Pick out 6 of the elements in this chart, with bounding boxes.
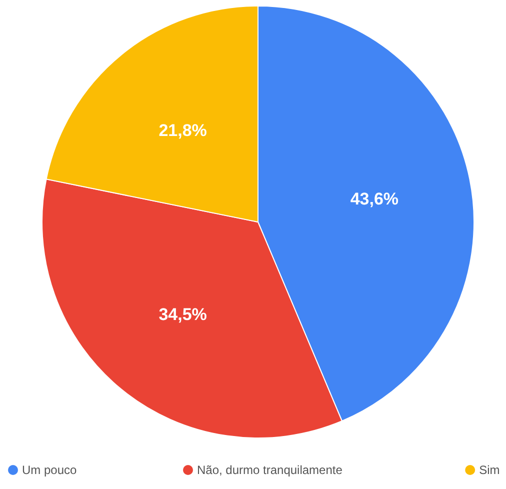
data-label: 34,5% [158,304,207,324]
data-label: 21,8% [158,120,207,140]
legend-label: Sim [479,463,500,478]
data-label: 43,6% [350,189,399,208]
legend-label: Não, durmo tranquilamente [197,463,343,478]
legend-label: Um pouco [22,463,78,478]
